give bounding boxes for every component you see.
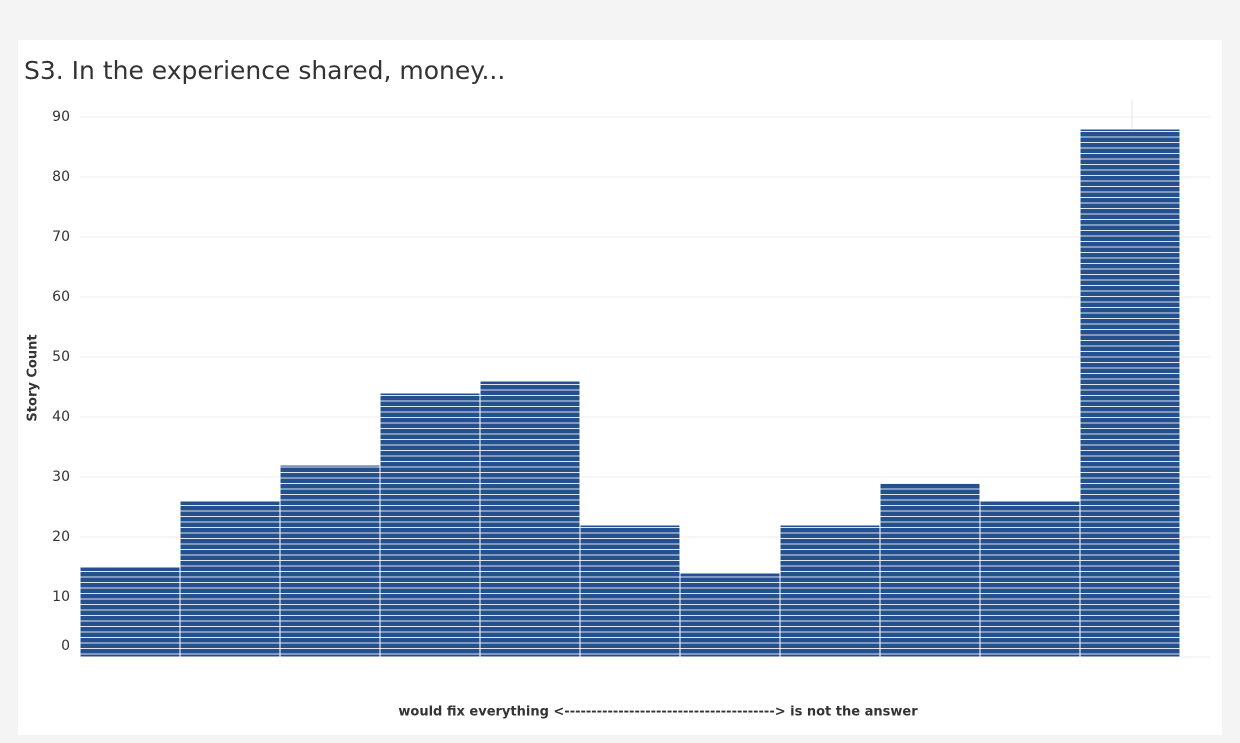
bar <box>979 500 1081 658</box>
y-tick-label: 40 <box>52 409 70 425</box>
y-tick-label: 20 <box>52 529 70 545</box>
bar <box>279 464 381 658</box>
bar <box>779 524 881 658</box>
y-tick-label: 10 <box>52 589 70 605</box>
bar <box>679 572 781 658</box>
y-tick-label: 80 <box>52 169 70 185</box>
y-tick-label: 90 <box>52 109 70 125</box>
bar <box>1079 128 1181 658</box>
y-tick-label: 60 <box>52 289 70 305</box>
bar <box>579 524 681 658</box>
chart-title: S3. In the experience shared, money... <box>24 56 505 85</box>
x-axis-label: would fix everything <------------------… <box>398 705 918 720</box>
bar <box>379 392 481 658</box>
y-tick-label: 0 <box>61 638 70 654</box>
bar <box>479 380 581 658</box>
y-tick-label: 50 <box>52 349 70 365</box>
y-axis-label: Story Count <box>26 334 41 421</box>
bar <box>179 500 281 658</box>
bar <box>879 482 981 658</box>
y-tick-label: 70 <box>52 229 70 245</box>
y-tick-label: 30 <box>52 469 70 485</box>
bar <box>79 566 181 658</box>
